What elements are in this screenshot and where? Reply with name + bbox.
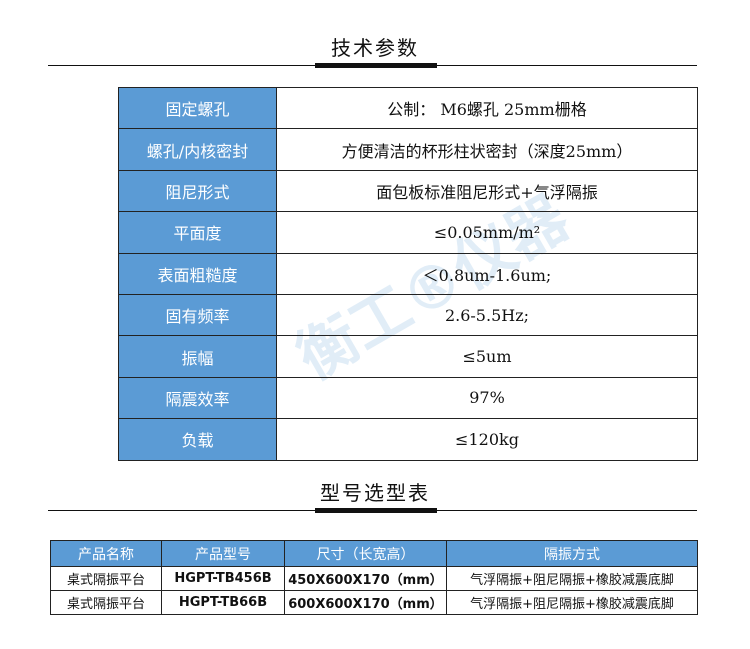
isolation-method: 气浮隔振+阻尼隔振+橡胶减震底脚	[446, 590, 698, 615]
spec-value: 97%	[276, 376, 698, 420]
column-header: 产品名称	[50, 540, 162, 567]
table-row: 桌式隔振平台 HGPT-TB456B 450X600X170（mm） 气浮隔振+…	[50, 566, 698, 591]
product-name: 桌式隔振平台	[50, 566, 162, 591]
spec-key: 固有频率	[118, 293, 277, 337]
spec-value: 2.6-5.5Hz;	[276, 293, 698, 337]
spec-value: ≤0.05mm/m²	[276, 211, 698, 254]
divider-accent	[315, 508, 437, 513]
spec-key: 平面度	[118, 211, 277, 254]
spec-key: 固定螺孔	[118, 86, 277, 130]
table-row: 负载 ≤120kg	[118, 418, 698, 461]
product-name: 桌式隔振平台	[50, 590, 162, 615]
spec-key: 振幅	[118, 335, 277, 378]
table-row: 平面度 ≤0.05mm/m²	[118, 211, 698, 254]
spec-value: ≤5um	[276, 335, 698, 378]
table-row: 螺孔/内核密封 方便清洁的杯形柱状密封（深度25mm）	[118, 128, 698, 171]
spec-table: 固定螺孔 公制： M6螺孔 25mm栅格 螺孔/内核密封 方便清洁的杯形柱状密封（深…	[118, 86, 698, 461]
spec-value: ＜0.8um-1.6um;	[276, 252, 698, 295]
header-row: 产品名称 产品型号 尺寸（长宽高） 隔振方式	[50, 540, 698, 567]
model-table: 产品名称 产品型号 尺寸（长宽高） 隔振方式 桌式隔振平台 HGPT-TB456…	[50, 540, 698, 615]
column-header: 隔振方式	[446, 540, 698, 567]
table-row: 阻尼形式 面包板标准阻尼形式+气浮隔振	[118, 169, 698, 213]
spec-value: 公制： M6螺孔 25mm栅格	[276, 86, 698, 130]
spec-value: 面包板标准阻尼形式+气浮隔振	[276, 169, 698, 213]
table-row: 隔震效率 97%	[118, 376, 698, 420]
table-row: 振幅 ≤5um	[118, 335, 698, 378]
spec-title: 技术参数	[331, 36, 419, 60]
table-row: 固定螺孔 公制： M6螺孔 25mm栅格	[118, 86, 698, 130]
table-row: 表面粗糙度 ＜0.8um-1.6um;	[118, 252, 698, 295]
column-header: 产品型号	[161, 540, 285, 567]
spec-key: 负载	[118, 418, 277, 461]
spec-value: 方便清洁的杯形柱状密封（深度25mm）	[276, 128, 698, 171]
column-header: 尺寸（长宽高）	[284, 540, 447, 567]
spec-key: 阻尼形式	[118, 169, 277, 213]
spec-value: ≤120kg	[276, 418, 698, 461]
product-model: HGPT-TB66B	[161, 590, 285, 615]
model-title: 型号选型表	[320, 481, 430, 505]
spec-key: 隔震效率	[118, 376, 277, 420]
product-size: 450X600X170（mm）	[284, 566, 447, 591]
product-model: HGPT-TB456B	[161, 566, 285, 591]
table-row: 固有频率 2.6-5.5Hz;	[118, 293, 698, 337]
table-row: 桌式隔振平台 HGPT-TB66B 600X600X170（mm） 气浮隔振+阻…	[50, 590, 698, 615]
product-size: 600X600X170（mm）	[284, 590, 447, 615]
isolation-method: 气浮隔振+阻尼隔振+橡胶减震底脚	[446, 566, 698, 591]
spec-key: 螺孔/内核密封	[118, 128, 277, 171]
divider-accent	[315, 63, 437, 68]
spec-key: 表面粗糙度	[118, 252, 277, 295]
